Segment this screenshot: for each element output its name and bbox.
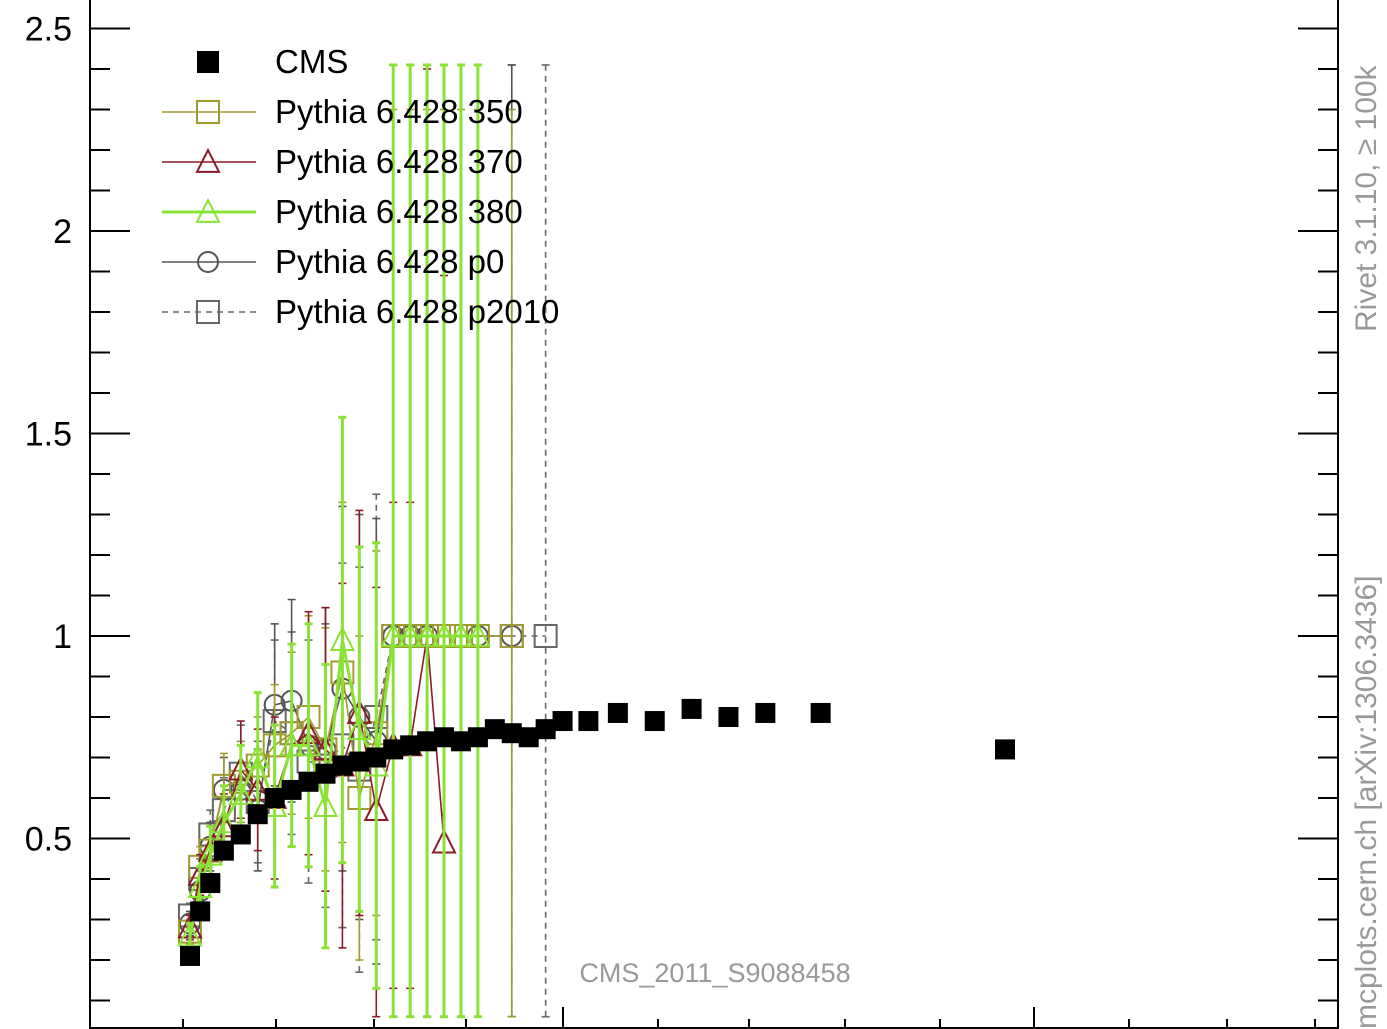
x-axis (182, 1007, 1316, 1029)
data-point (281, 779, 302, 800)
data-point (332, 755, 353, 776)
data-point (366, 747, 387, 768)
data-point (755, 702, 776, 723)
data-point (349, 751, 370, 772)
data-point (397, 621, 423, 647)
y-tick-label: 2 (53, 213, 72, 251)
data-point (383, 739, 404, 760)
legend-marker (195, 147, 221, 173)
data-point (450, 731, 471, 752)
data-point (414, 621, 440, 647)
data-point (245, 743, 271, 769)
data-point (295, 731, 322, 757)
y-axis: 0.5 1 1.5 2 2.5 (25, 11, 1338, 1002)
data-point (810, 702, 831, 723)
y-tick-label: 1 (53, 618, 72, 656)
data-point (298, 771, 319, 792)
data-point (499, 624, 524, 648)
data-point (380, 621, 406, 647)
legend-entry: Pythia 6.428 p0 (162, 243, 504, 280)
data-point (995, 739, 1015, 760)
data-point (312, 791, 339, 817)
legend: CMS Pythia 6.428 350 Pythia 6.428 370 Pythi… (162, 43, 559, 330)
data-point (434, 727, 455, 748)
mcplots-credit-label: mcplots.cern.ch [arXiv:1306.3436] (1350, 575, 1383, 1029)
data-point (533, 624, 558, 648)
data-point (200, 873, 221, 894)
legend-entry: Pythia 6.428 380 (162, 193, 523, 230)
data-point (247, 804, 268, 825)
rivet-version-label: Rivet 3.1.10, ≥ 100k (1350, 64, 1383, 332)
legend-entry: CMS (197, 43, 348, 80)
legend-marker (196, 300, 220, 324)
legend-entry: Pythia 6.428 p2010 (162, 293, 559, 330)
data-point (718, 707, 739, 727)
data-point (211, 808, 237, 834)
series-line (188, 634, 478, 937)
data-point (484, 719, 505, 740)
legend-marker (196, 100, 220, 124)
data-point (501, 723, 522, 744)
data-point (190, 901, 211, 922)
data-point (180, 945, 200, 966)
data-point (417, 731, 438, 752)
data-point (552, 711, 573, 732)
data-point (465, 621, 491, 647)
data-point (264, 788, 285, 808)
data-point (329, 625, 356, 651)
legend-label: CMS (275, 43, 348, 80)
legend-marker (197, 251, 219, 273)
data-point (278, 731, 305, 757)
legend-entry: Pythia 6.428 350 (162, 93, 523, 130)
data-point (578, 711, 599, 732)
legend-label: Pythia 6.428 380 (275, 193, 523, 230)
data-point (213, 840, 234, 861)
data-point (228, 779, 254, 805)
series-0 (180, 698, 1015, 966)
analysis-annotation: CMS_2011_S9088458 (579, 958, 850, 988)
data-point (644, 711, 665, 732)
series-layer (177, 63, 1015, 1019)
data-point (607, 702, 628, 723)
data-point (230, 824, 251, 845)
data-point (346, 715, 372, 741)
y-tick-label: 0.5 (25, 821, 72, 859)
data-point (518, 727, 539, 748)
data-point (467, 727, 488, 748)
y-tick-label: 1.5 (25, 416, 72, 454)
data-point (177, 921, 203, 947)
data-point (315, 763, 336, 784)
legend-marker (197, 51, 219, 73)
data-point (431, 621, 457, 647)
data-point (535, 719, 556, 740)
data-point (448, 621, 474, 647)
legend-label: Pythia 6.428 p0 (275, 243, 504, 280)
legend-label: Pythia 6.428 p2010 (275, 293, 559, 330)
legend-label: Pythia 6.428 370 (275, 143, 523, 180)
data-point (400, 735, 421, 756)
data-point (681, 698, 702, 719)
legend-label: Pythia 6.428 350 (275, 93, 523, 130)
y-tick-label: 2.5 (25, 11, 72, 49)
legend-marker (195, 197, 221, 223)
legend-entry: Pythia 6.428 370 (162, 143, 523, 180)
